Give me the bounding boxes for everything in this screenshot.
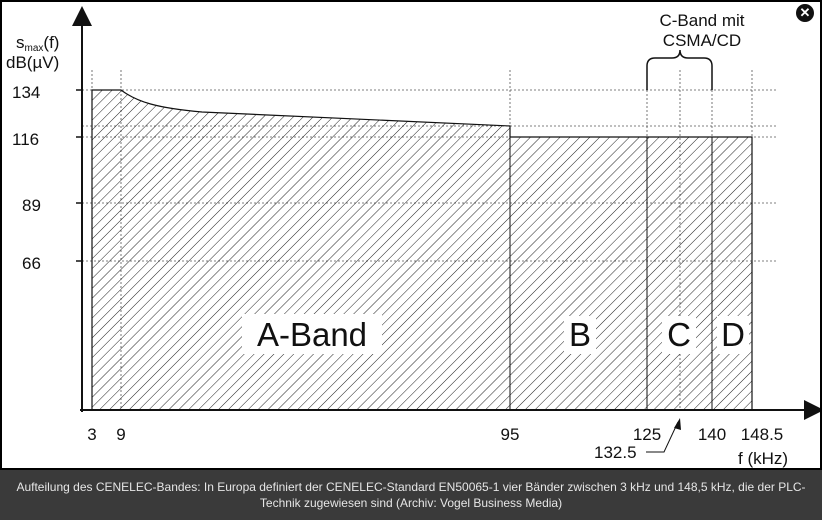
band-label-d: D xyxy=(717,316,749,354)
c-band-brace xyxy=(646,49,713,90)
svg-text:D: D xyxy=(721,316,745,353)
y-axis-title: smax(f) xyxy=(16,33,59,54)
band-label-c: C xyxy=(662,316,696,354)
y-tick-label: 66 xyxy=(22,254,41,273)
x-tick-label-132-5: 132.5 xyxy=(594,443,637,462)
c-band-annotation-line1: C-Band mit xyxy=(659,11,744,30)
x-tick-label: 9 xyxy=(116,425,125,444)
close-icon: ✕ xyxy=(799,5,811,20)
pointer-line-132-5 xyxy=(646,421,679,453)
close-button[interactable]: ✕ xyxy=(794,2,816,24)
x-tick-label: 95 xyxy=(501,425,520,444)
image-caption: Aufteilung des CENELEC-Bandes: In Europa… xyxy=(16,480,806,510)
c-band-annotation-line2: CSMA/CD xyxy=(663,31,741,50)
x-tick-label: 125 xyxy=(633,425,661,444)
svg-text:B: B xyxy=(569,316,591,353)
x-tick-label: 140 xyxy=(698,425,726,444)
band-limit-area xyxy=(91,89,753,411)
band-label-a: A-Band xyxy=(242,314,382,354)
y-tick-label: 89 xyxy=(22,196,41,215)
y-tick-label: 134 xyxy=(12,83,40,102)
x-tick-label: 148.5 xyxy=(741,425,784,444)
caption-bar: Aufteilung des CENELEC-Bandes: In Europa… xyxy=(0,470,822,520)
y-tick-label: 116 xyxy=(12,130,39,149)
diagram-svg: smax(f) dB(µV) 134 116 89 66 3 9 95 125 … xyxy=(6,6,822,468)
svg-text:A-Band: A-Band xyxy=(257,316,367,353)
svg-text:C: C xyxy=(667,316,691,353)
band-label-b: B xyxy=(564,316,596,354)
x-tick-label: 3 xyxy=(87,425,96,444)
cenelec-band-diagram: smax(f) dB(µV) 134 116 89 66 3 9 95 125 … xyxy=(2,2,822,468)
y-axis-unit: dB(µV) xyxy=(6,53,59,72)
x-axis-title: f (kHz) xyxy=(738,449,788,468)
